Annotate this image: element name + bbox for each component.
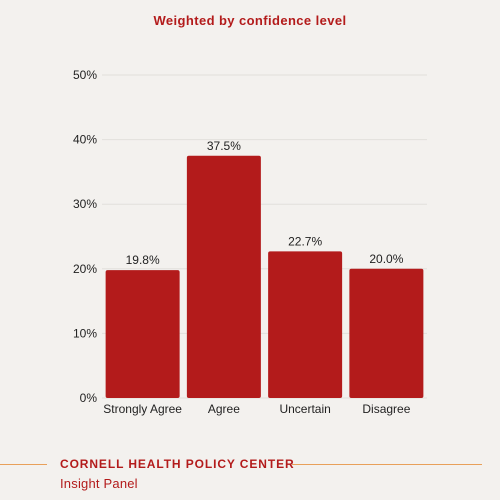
- footer-rule-left: [0, 464, 47, 465]
- x-tick-label: Disagree: [362, 402, 410, 416]
- bar: [268, 251, 343, 398]
- organization-name: CORNELL HEALTH POLICY CENTER: [60, 457, 295, 471]
- panel-name: Insight Panel: [60, 476, 138, 491]
- value-label: 20.0%: [369, 252, 403, 266]
- value-label: 19.8%: [126, 253, 160, 267]
- bars: [105, 155, 424, 398]
- y-axis: 0% 10% 20% 30% 40% 50%: [73, 68, 97, 405]
- bar: [349, 268, 424, 398]
- y-tick-label: 50%: [73, 68, 97, 82]
- value-label: 22.7%: [288, 234, 322, 248]
- y-tick-label: 40%: [73, 133, 97, 147]
- value-label: 37.5%: [207, 139, 241, 153]
- x-axis: Strongly Agree Agree Uncertain Disagree: [103, 402, 410, 416]
- x-tick-label: Uncertain: [279, 402, 330, 416]
- x-tick-label: Strongly Agree: [103, 402, 182, 416]
- bar-chart: 0% 10% 20% 30% 40% 50% 19.8% 37.5% 22.7% 20.0% S…: [73, 68, 427, 416]
- chart-title: Weighted by confidence level: [153, 13, 347, 28]
- bar: [186, 155, 261, 398]
- y-tick-label: 20%: [73, 262, 97, 276]
- bar: [105, 270, 180, 398]
- y-tick-label: 0%: [80, 391, 98, 405]
- y-tick-label: 30%: [73, 197, 97, 211]
- y-tick-label: 10%: [73, 326, 97, 340]
- x-tick-label: Agree: [208, 402, 240, 416]
- value-labels: 19.8% 37.5% 22.7% 20.0%: [126, 139, 404, 267]
- footer-rule-right: [292, 464, 482, 465]
